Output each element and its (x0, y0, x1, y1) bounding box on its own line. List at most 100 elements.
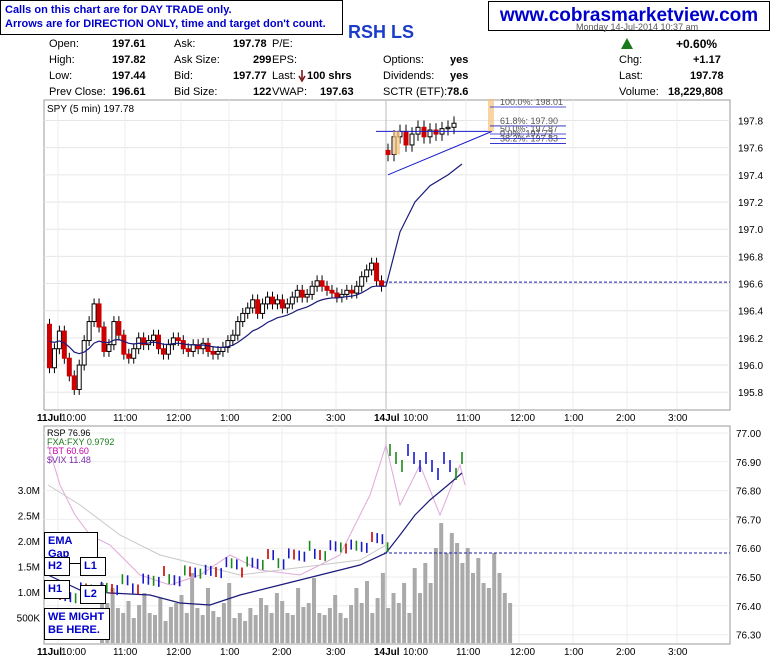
candle-body (111, 321, 117, 346)
indicator-y-tick: 76.60 (736, 544, 761, 555)
candle-body (255, 299, 261, 314)
candle-body (359, 276, 365, 287)
volume-bar (449, 533, 454, 643)
price-x-tick: 14Jul (374, 413, 400, 424)
options-label: Options: (383, 54, 424, 66)
volume-bar (237, 613, 242, 643)
notice-line-1: Calls on this chart are for DAY TRADE on… (5, 4, 232, 16)
tbt-legend: TBT 60.60 (47, 446, 89, 456)
price-x-tick: 12:00 (510, 413, 535, 424)
candle-body (279, 299, 285, 309)
candle-body (185, 348, 191, 352)
candle-body (131, 348, 137, 359)
volume-bar (471, 573, 475, 643)
indicator-y-tick: 76.80 (736, 487, 761, 498)
candle-body (260, 303, 266, 314)
candle-body (230, 334, 236, 342)
candle-body (421, 126, 427, 138)
volume-bar (153, 615, 157, 643)
volume-y-tick: 2.0M (18, 537, 40, 548)
volume-bar (343, 618, 348, 643)
rsp-legend: RSP 76.96 (47, 428, 90, 438)
volume-bar (306, 603, 311, 643)
price-chart: 197.8 197.6 197.4 197.2 197.0 196.8 196.6 196.4… (37, 99, 763, 424)
volume-y-tick: 1.5M (18, 563, 40, 574)
site-url[interactable]: www.cobrasmarketview.com (488, 1, 770, 31)
price-y-tick: 197.6 (738, 144, 763, 155)
candle-body (71, 375, 77, 390)
fib-label: 100.0%: 198.01 (500, 99, 563, 107)
prev-close-value: 196.61 (112, 86, 146, 98)
candle-body (344, 289, 350, 295)
volume-y-tick: 500K (17, 614, 41, 625)
candle-body (294, 289, 300, 298)
volume-bar (110, 588, 115, 643)
indicator-x-tick: 11:00 (113, 647, 138, 658)
volume-bar (486, 588, 491, 643)
candle-body (314, 280, 320, 287)
indicator-x-tick: 1:00 (220, 647, 240, 658)
indicator-y-tick: 76.70 (736, 515, 761, 526)
volume-bar (423, 563, 428, 643)
open-label: Open: (49, 38, 79, 50)
ma-grey-line (47, 484, 387, 576)
volume-bar (290, 615, 295, 643)
ask-size-label: Ask Size: (174, 54, 220, 66)
candle-body (265, 296, 271, 305)
indicator-y-tick: 76.40 (736, 602, 761, 613)
volume-bar (386, 608, 391, 643)
chg-value: +1.17 (693, 54, 721, 66)
indicator-x-tick: 10:00 (61, 647, 86, 658)
volume-bar (121, 613, 126, 643)
volume-bar (444, 553, 449, 643)
price-x-tick: 12:00 (166, 413, 191, 424)
volume-bar (370, 613, 375, 643)
l2-callout: L2 (80, 585, 106, 604)
indicator-x-tick: 2:00 (272, 647, 292, 658)
volume-bar (380, 573, 385, 643)
down-arrow-icon (298, 70, 306, 82)
bid-label: Bid: (174, 70, 193, 82)
ema-line (49, 163, 463, 355)
candle-body (126, 353, 132, 359)
volume-bar (126, 601, 131, 643)
candle-body (170, 337, 176, 346)
candle-body (225, 340, 231, 348)
volume-bar (232, 618, 237, 643)
volume-bar (147, 613, 152, 643)
candle-body (349, 289, 355, 294)
volume-bar (227, 583, 232, 643)
volume-bar (301, 607, 306, 643)
volume-bar (158, 598, 163, 643)
price-x-tick: 11:00 (113, 413, 138, 424)
candle-body (96, 303, 102, 328)
candle-body (250, 299, 256, 309)
prev-close-label: Prev Close: (49, 86, 106, 98)
sctr-label: SCTR (ETF): (383, 86, 448, 98)
candle-body (409, 133, 415, 146)
candle-body (319, 280, 325, 287)
volume-bar (433, 548, 438, 643)
volume-bar (508, 603, 513, 643)
volume-bar (455, 543, 460, 643)
candle-body (76, 364, 82, 390)
indicator-x-tick: 1:00 (564, 647, 584, 658)
candle-body (427, 129, 433, 138)
candle-body (220, 346, 226, 352)
price-y-tick: 196.4 (738, 307, 763, 318)
indicator-x-tick: 3:00 (326, 647, 346, 658)
volume-bar (274, 593, 279, 643)
volume-bar (333, 595, 338, 643)
volume-bar (253, 615, 258, 643)
fib-label: 50.0%: 197.87 (500, 124, 558, 134)
price-y-tick: 196.2 (738, 334, 763, 345)
candle-body (240, 312, 246, 323)
price-x-tick: 3:00 (326, 413, 346, 424)
volume-bar (280, 601, 285, 643)
candle-body (374, 262, 380, 282)
indicator-x-tick: 11Jul (37, 647, 62, 658)
price-y-tick: 197.2 (738, 198, 763, 209)
volume-bar (221, 603, 226, 643)
candle-body (364, 269, 370, 278)
dividends-value: yes (450, 70, 469, 82)
